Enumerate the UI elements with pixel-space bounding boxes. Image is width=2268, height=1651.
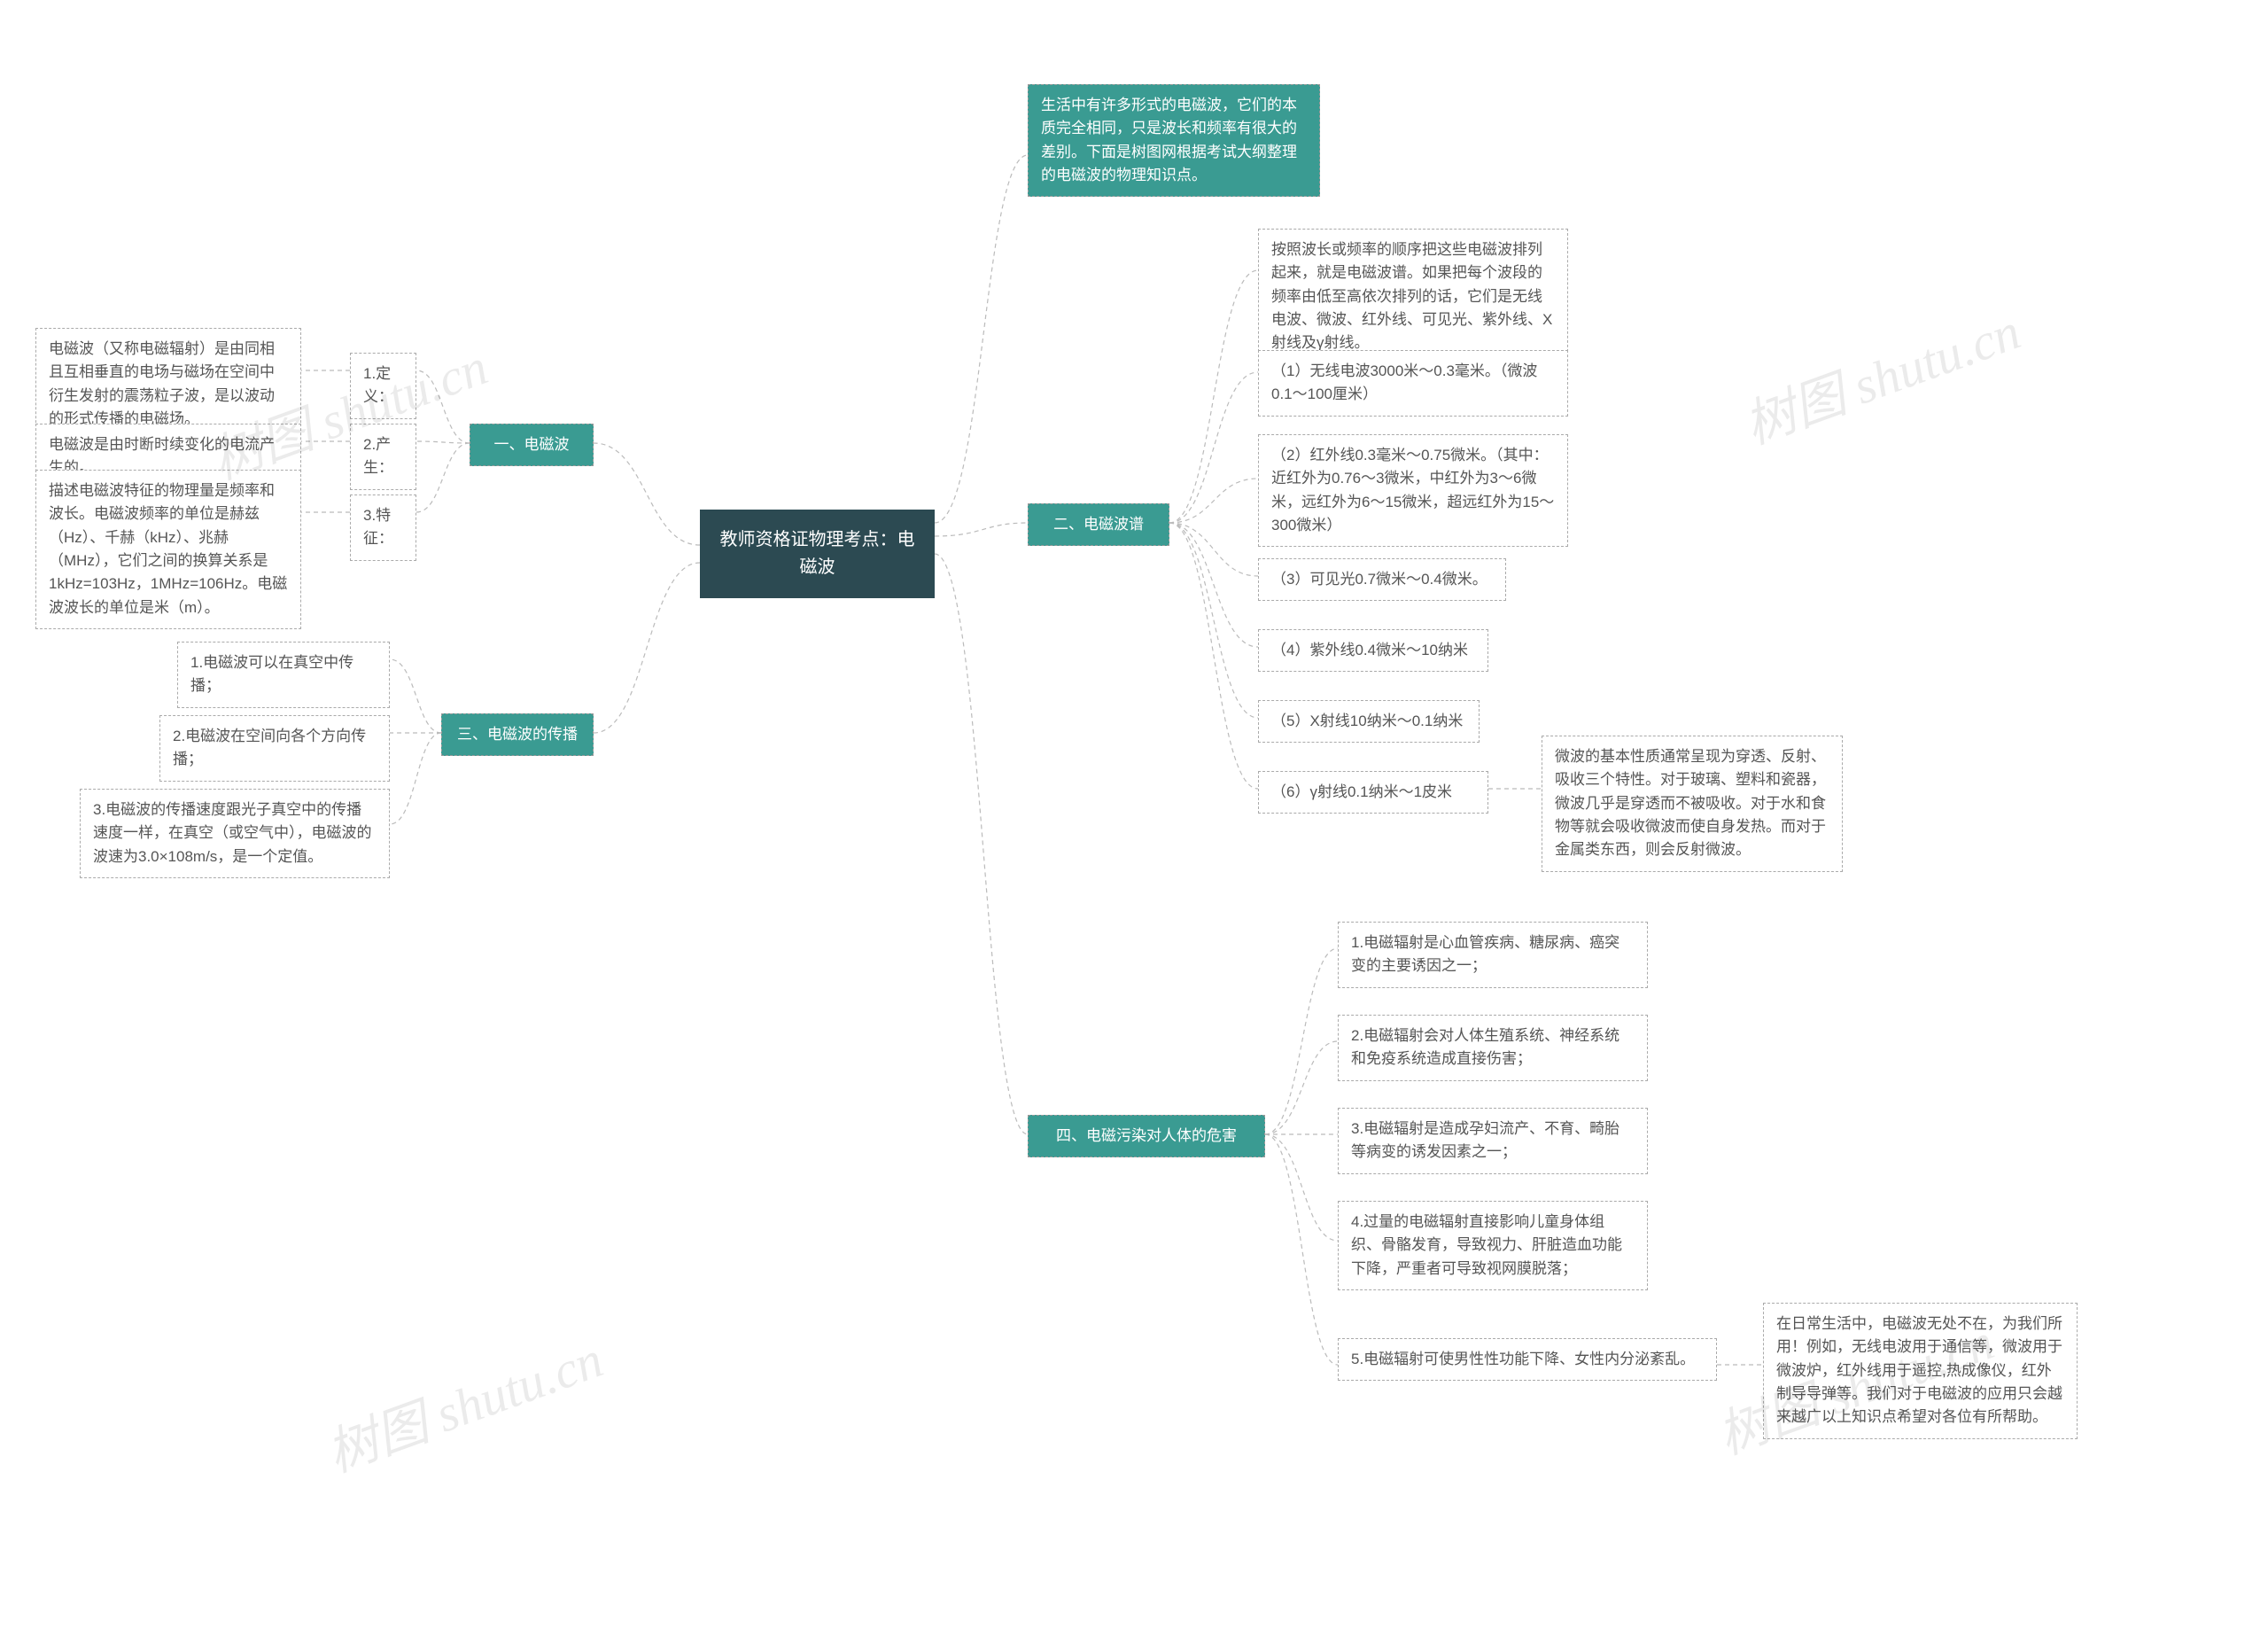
- branch-1-title: 一、电磁波: [470, 424, 594, 466]
- intro-box: 生活中有许多形式的电磁波，它们的本质完全相同，只是波长和频率有很大的差别。下面是…: [1028, 84, 1320, 197]
- branch-4-item-5-extra: 在日常生活中，电磁波无处不在，为我们所用！例如，无线电波用于通信等，微波用于微波…: [1763, 1303, 2078, 1439]
- branch-2-item-7-extra: 微波的基本性质通常呈现为穿透、反射、吸收三个特性。对于玻璃、塑料和瓷器，微波几乎…: [1542, 736, 1843, 872]
- root-node: 教师资格证物理考点：电磁波: [700, 510, 935, 598]
- branch-4-item-2: 2.电磁辐射会对人体生殖系统、神经系统和免疫系统造成直接伤害；: [1338, 1015, 1648, 1081]
- branch-2-item-2: （1）无线电波3000米～0.3毫米。（微波0.1～100厘米）: [1258, 350, 1568, 417]
- branch-1-item-3-detail: 描述电磁波特征的物理量是频率和波长。电磁波频率的单位是赫兹（Hz）、千赫（kHz…: [35, 470, 301, 629]
- branch-1-item-3-label: 3.特征：: [350, 495, 416, 561]
- branch-3-title: 三、电磁波的传播: [441, 713, 594, 756]
- branch-2-item-5: （4）紫外线0.4微米～10纳米: [1258, 629, 1488, 672]
- branch-4-item-5: 5.电磁辐射可使男性性功能下降、女性内分泌紊乱。: [1338, 1338, 1717, 1381]
- branch-4-title: 四、电磁污染对人体的危害: [1028, 1115, 1265, 1157]
- watermark: 树图 shutu.cn: [1732, 290, 2029, 458]
- branch-2-item-3: （2）红外线0.3毫米～0.75微米。（其中：近红外为0.76～3微米，中红外为…: [1258, 434, 1568, 547]
- branch-2-item-7: （6）γ射线0.1纳米～1皮米: [1258, 771, 1488, 814]
- branch-2-item-4: （3）可见光0.7微米～0.4微米。: [1258, 558, 1506, 601]
- watermark: 树图 shutu.cn: [315, 1318, 611, 1486]
- branch-4-item-4: 4.过量的电磁辐射直接影响儿童身体组织、骨骼发育，导致视力、肝脏造血功能下降，严…: [1338, 1201, 1648, 1290]
- branch-2-item-6: （5）X射线10纳米～0.1纳米: [1258, 700, 1480, 743]
- branch-2-title: 二、电磁波谱: [1028, 503, 1169, 546]
- branch-3-item-2: 2.电磁波在空间向各个方向传播；: [159, 715, 390, 782]
- branch-4-item-3: 3.电磁辐射是造成孕妇流产、不育、畸胎等病变的诱发因素之一；: [1338, 1108, 1648, 1174]
- branch-3-item-1: 1.电磁波可以在真空中传播；: [177, 642, 390, 708]
- branch-4-item-1: 1.电磁辐射是心血管疾病、糖尿病、癌突变的主要诱因之一；: [1338, 922, 1648, 988]
- branch-3-item-3: 3.电磁波的传播速度跟光子真空中的传播速度一样，在真空（或空气中），电磁波的波速…: [80, 789, 390, 878]
- branch-1-item-2-label: 2.产生：: [350, 424, 416, 490]
- branch-1-item-1-label: 1.定义：: [350, 353, 416, 419]
- branch-2-item-1: 按照波长或频率的顺序把这些电磁波排列起来，就是电磁波谱。如果把每个波段的频率由低…: [1258, 229, 1568, 365]
